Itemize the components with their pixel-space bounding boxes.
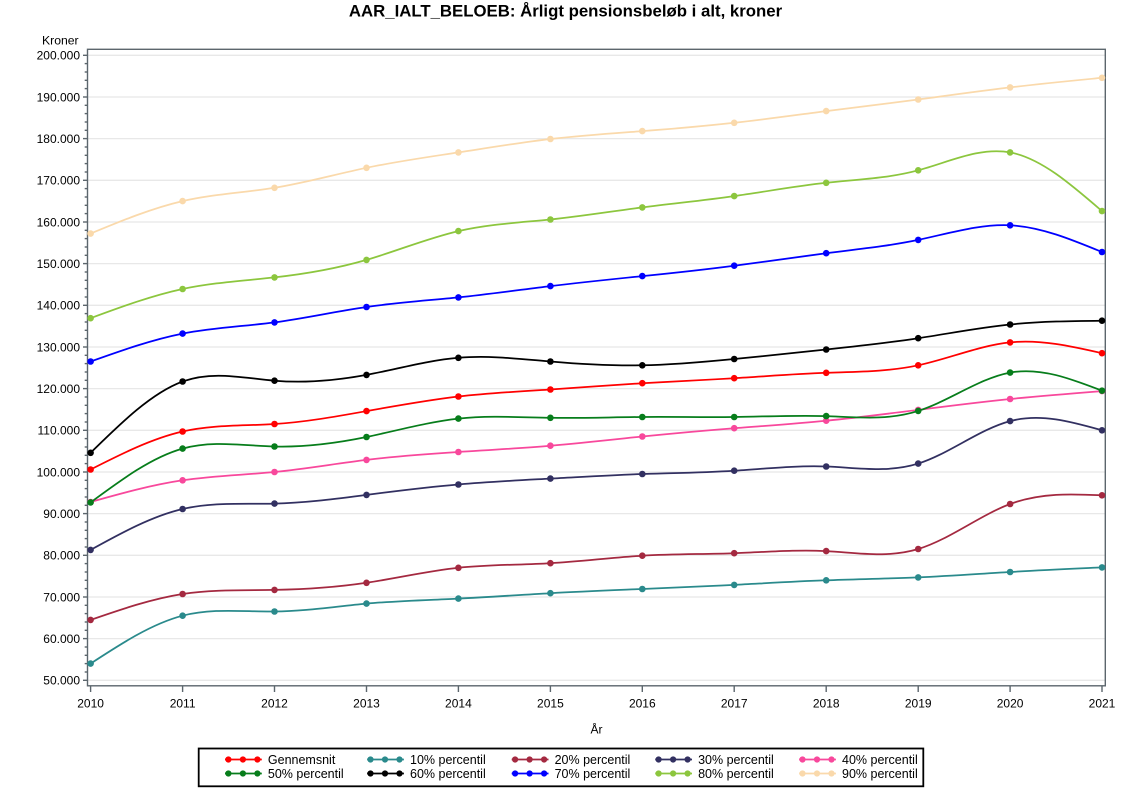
svg-text:2020: 2020 <box>997 696 1024 710</box>
svg-text:170.000: 170.000 <box>37 174 81 188</box>
svg-text:2018: 2018 <box>813 696 840 710</box>
svg-text:2015: 2015 <box>537 696 564 710</box>
svg-text:140.000: 140.000 <box>37 299 81 313</box>
svg-text:2014: 2014 <box>445 696 472 710</box>
svg-text:2010: 2010 <box>77 696 104 710</box>
svg-text:AAR_IALT_BELOEB: Årligt pensio: AAR_IALT_BELOEB: Årligt pensionsbeløb i … <box>349 2 783 21</box>
svg-text:150.000: 150.000 <box>37 257 81 271</box>
svg-text:200.000: 200.000 <box>37 49 81 63</box>
svg-text:100.000: 100.000 <box>37 465 81 479</box>
svg-text:60.000: 60.000 <box>43 632 80 646</box>
svg-text:80.000: 80.000 <box>43 549 80 563</box>
svg-text:2011: 2011 <box>170 696 196 710</box>
svg-text:180.000: 180.000 <box>37 132 81 146</box>
svg-text:20% percentil: 20% percentil <box>555 753 631 767</box>
svg-text:190.000: 190.000 <box>37 90 81 104</box>
svg-text:30% percentil: 30% percentil <box>698 753 774 767</box>
svg-text:2012: 2012 <box>261 696 288 710</box>
svg-text:2017: 2017 <box>721 696 748 710</box>
svg-text:40% percentil: 40% percentil <box>842 753 918 767</box>
svg-text:Kroner: Kroner <box>42 34 79 48</box>
svg-text:10% percentil: 10% percentil <box>410 753 486 767</box>
svg-text:70.000: 70.000 <box>43 590 80 604</box>
svg-text:90% percentil: 90% percentil <box>842 767 918 781</box>
svg-text:År: År <box>591 722 603 737</box>
svg-text:160.000: 160.000 <box>37 215 81 229</box>
svg-text:2016: 2016 <box>629 696 656 710</box>
svg-text:2019: 2019 <box>905 696 932 710</box>
svg-text:120.000: 120.000 <box>37 382 81 396</box>
svg-text:2013: 2013 <box>353 696 380 710</box>
svg-text:70% percentil: 70% percentil <box>555 767 631 781</box>
svg-text:50% percentil: 50% percentil <box>268 767 344 781</box>
svg-text:90.000: 90.000 <box>43 507 80 521</box>
svg-text:50.000: 50.000 <box>43 674 80 688</box>
svg-text:80% percentil: 80% percentil <box>698 767 774 781</box>
svg-text:Gennemsnit: Gennemsnit <box>268 753 336 767</box>
svg-text:130.000: 130.000 <box>37 340 81 354</box>
svg-text:60% percentil: 60% percentil <box>410 767 486 781</box>
svg-text:2021: 2021 <box>1089 696 1116 710</box>
svg-text:110.000: 110.000 <box>38 424 81 438</box>
